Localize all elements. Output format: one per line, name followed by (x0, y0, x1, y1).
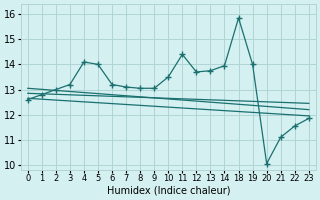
X-axis label: Humidex (Indice chaleur): Humidex (Indice chaleur) (107, 186, 230, 196)
